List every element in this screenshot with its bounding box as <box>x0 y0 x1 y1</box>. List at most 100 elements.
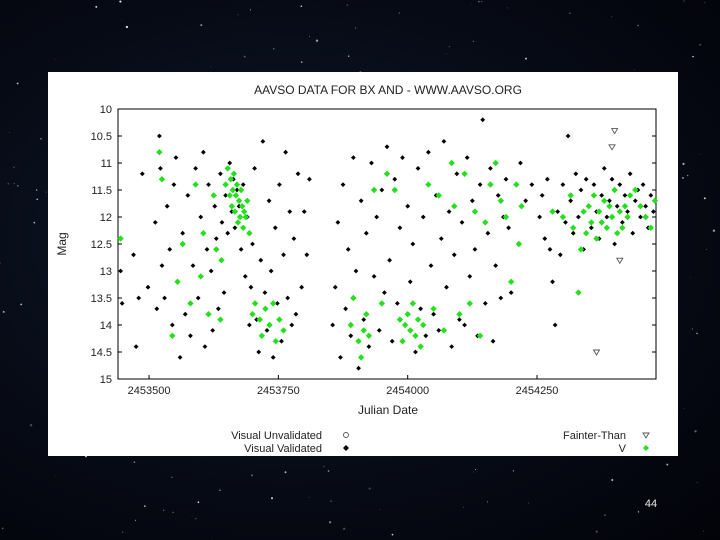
point-visual-validated <box>508 290 514 295</box>
star <box>16 184 19 187</box>
point-v-band <box>414 316 422 323</box>
chart-title: AAVSO DATA FOR BX AND - WWW.AAVSO.ORG <box>254 83 522 97</box>
point-visual-validated <box>177 355 183 360</box>
point-v-band <box>632 186 639 194</box>
point-visual-validated <box>252 166 257 171</box>
star <box>13 166 15 169</box>
star <box>195 518 197 520</box>
point-visual-validated <box>159 263 165 268</box>
point-v-band <box>232 192 240 199</box>
point-v-band <box>365 332 373 339</box>
star <box>163 509 165 511</box>
point-visual-validated <box>413 349 418 355</box>
point-v-band <box>513 181 520 188</box>
point-visual-validated <box>185 193 191 198</box>
point-visual-validated <box>301 209 307 214</box>
star <box>135 519 137 521</box>
star <box>569 12 571 15</box>
point-v-band <box>420 321 427 329</box>
star <box>284 471 287 474</box>
point-v-band <box>234 219 242 226</box>
star <box>327 470 330 472</box>
point-v-band <box>549 208 556 215</box>
star <box>55 475 56 477</box>
point-fainter-than <box>615 257 624 265</box>
star <box>448 45 450 48</box>
star <box>121 19 122 21</box>
point-visual-validated <box>369 160 374 166</box>
point-visual-validated <box>190 263 196 268</box>
point-v-band <box>350 294 357 302</box>
star <box>250 9 252 11</box>
point-visual-validated <box>204 247 210 252</box>
point-v-band <box>614 230 621 237</box>
point-v-band <box>228 203 236 210</box>
point-visual-validated <box>238 247 244 252</box>
point-visual-validated <box>387 257 392 263</box>
star <box>40 137 42 140</box>
point-visual-validated <box>617 182 623 187</box>
point-v-band <box>598 219 605 226</box>
point-v-band <box>156 149 163 156</box>
point-visual-validated <box>389 338 395 344</box>
point-visual-validated <box>262 290 268 295</box>
point-visual-validated <box>156 133 162 139</box>
y-tick-label: 13.5 <box>91 293 112 305</box>
point-visual-validated <box>270 355 276 360</box>
point-v-band <box>272 338 279 345</box>
star <box>398 12 400 14</box>
point-visual-validated <box>591 182 597 187</box>
point-visual-validated <box>604 214 610 220</box>
point-v-band <box>601 197 608 204</box>
star <box>683 407 685 409</box>
point-v-band <box>570 224 577 231</box>
x-tick-label: 2453500 <box>128 385 171 397</box>
point-visual-validated <box>260 139 266 144</box>
star <box>604 514 606 516</box>
point-visual-validated <box>544 176 550 182</box>
point-v-band <box>239 224 247 231</box>
point-visual-validated <box>202 344 208 349</box>
star <box>346 4 348 6</box>
star <box>191 516 193 517</box>
point-v-band <box>567 192 574 199</box>
star <box>527 502 529 504</box>
point-v-band <box>471 208 479 215</box>
point-v-band <box>213 246 220 253</box>
point-visual-validated <box>131 252 136 258</box>
star <box>54 58 56 60</box>
star <box>7 182 10 185</box>
point-v-band <box>619 224 626 231</box>
point-v-band <box>492 159 499 167</box>
point-v-band <box>409 300 417 307</box>
point-v-band <box>217 316 224 323</box>
point-visual-validated <box>576 214 581 220</box>
point-visual-validated <box>250 241 255 247</box>
star <box>683 0 685 2</box>
x-tick-label: 2453750 <box>257 385 300 397</box>
point-visual-validated <box>248 284 254 290</box>
point-visual-validated <box>444 284 449 290</box>
point-v-band <box>585 203 592 210</box>
star <box>143 505 146 507</box>
point-v-band <box>593 235 600 242</box>
y-tick-label: 11.5 <box>91 185 112 197</box>
point-visual-validated <box>446 209 452 214</box>
star <box>9 132 11 133</box>
point-visual-validated <box>208 268 214 274</box>
point-visual-validated <box>609 176 615 182</box>
star <box>237 14 239 16</box>
star <box>200 24 203 27</box>
point-v-band <box>256 316 263 323</box>
y-tick-label: 15 <box>100 374 112 386</box>
point-v-band <box>616 208 623 215</box>
star <box>699 43 702 46</box>
point-visual-validated <box>234 187 240 193</box>
star <box>462 506 464 508</box>
point-v-band <box>226 192 233 199</box>
point-visual-validated <box>392 176 398 182</box>
point-visual-validated <box>210 328 216 333</box>
star <box>13 183 15 185</box>
star <box>172 511 174 513</box>
point-v-band <box>621 203 629 210</box>
